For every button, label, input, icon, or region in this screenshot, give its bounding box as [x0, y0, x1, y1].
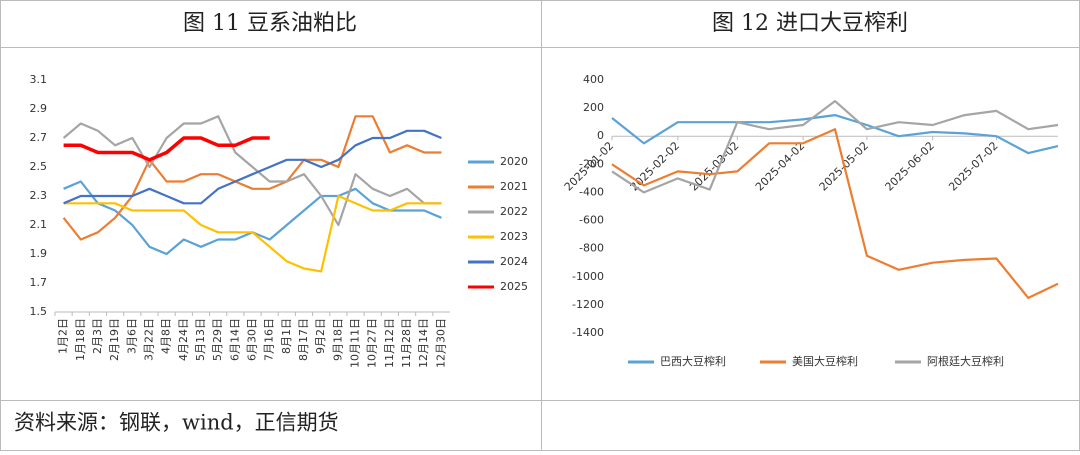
- x-tick-label: 5月13日: [194, 318, 207, 361]
- series-line: [62, 115, 442, 227]
- x-tick-label: 2025-07-02: [946, 139, 1000, 193]
- x-tick-label: 2月3日: [91, 318, 104, 354]
- x-tick-label: 4月24日: [177, 318, 190, 361]
- y-tick-label: 0: [597, 129, 604, 142]
- x-tick-label: 3月22日: [142, 318, 155, 361]
- x-tick-label: 10月27日: [366, 318, 379, 368]
- x-tick-label: 11月12日: [383, 318, 396, 368]
- x-tick-label: 7月16日: [263, 318, 276, 361]
- x-tick-label: 2025-02-02: [628, 139, 682, 193]
- series-line: [63, 129, 442, 205]
- legend-label: 巴西大豆榨利: [660, 354, 726, 368]
- legend-label: 2021: [500, 180, 528, 193]
- legend-label: 美国大豆榨利: [792, 354, 858, 368]
- series-line: [611, 114, 1059, 155]
- x-tick-label: 2月19日: [108, 318, 121, 361]
- y-tick-label: 2.7: [30, 131, 48, 144]
- x-tick-label: 6月30日: [246, 318, 259, 361]
- legend-label: 阿根廷大豆榨利: [927, 354, 1004, 368]
- x-tick-label: 10月11日: [349, 318, 362, 368]
- series-line: [611, 128, 1059, 299]
- x-tick-label: 11月28日: [400, 318, 413, 368]
- x-tick-label: 2025-06-02: [883, 139, 937, 193]
- series-line: [611, 100, 1059, 194]
- x-tick-label: 8月17日: [297, 318, 310, 361]
- chart-title: 图 12 进口大豆榨利: [712, 11, 908, 36]
- x-tick-label: 6月14日: [228, 318, 241, 361]
- legend-label: 2024: [500, 255, 528, 268]
- x-tick-label: 3月6日: [125, 318, 138, 354]
- y-tick-label: -800: [579, 242, 604, 255]
- y-tick-label: 1.9: [30, 247, 48, 260]
- y-tick-label: 2.9: [30, 102, 48, 115]
- chart-title: 图 11 豆系油粕比: [183, 11, 357, 36]
- series-line: [63, 180, 442, 256]
- x-tick-label: 1月18日: [74, 318, 87, 361]
- y-tick-label: -1000: [572, 270, 604, 283]
- y-tick-label: -600: [579, 214, 604, 227]
- y-tick-label: -200: [579, 157, 604, 170]
- x-tick-label: 12月14日: [417, 318, 430, 368]
- y-tick-label: -1400: [572, 326, 604, 339]
- y-tick-label: 400: [583, 73, 604, 86]
- series-line: [63, 136, 270, 162]
- x-tick-label: 9月18日: [331, 318, 344, 361]
- y-tick-label: 2.1: [30, 218, 48, 231]
- x-tick-label: 2025-04-02: [753, 139, 807, 193]
- x-tick-label: 5月29日: [211, 318, 224, 361]
- series-line: [62, 115, 442, 241]
- source-note: 资料来源：钢联，wind，正信期货: [14, 411, 339, 435]
- x-tick-label: 12月30日: [434, 318, 447, 368]
- y-tick-label: 200: [583, 101, 604, 114]
- y-tick-label: -400: [579, 185, 604, 198]
- y-tick-label: 3.1: [30, 73, 48, 86]
- x-tick-label: 1月2日: [57, 318, 70, 354]
- legend-label: 2025: [500, 280, 528, 293]
- legend-label: 2020: [500, 155, 528, 168]
- y-tick-label: -1200: [572, 298, 604, 311]
- x-tick-label: 4月8日: [160, 318, 173, 354]
- x-tick-label: 9月2日: [314, 318, 327, 354]
- series-line: [63, 194, 442, 273]
- x-tick-label: 8月1日: [280, 318, 293, 354]
- legend-label: 2022: [500, 205, 528, 218]
- y-tick-label: 1.5: [30, 305, 48, 318]
- legend-label: 2023: [500, 230, 528, 243]
- y-tick-label: 2.5: [30, 160, 48, 173]
- y-tick-label: 1.7: [30, 276, 48, 289]
- y-tick-label: 2.3: [30, 189, 48, 202]
